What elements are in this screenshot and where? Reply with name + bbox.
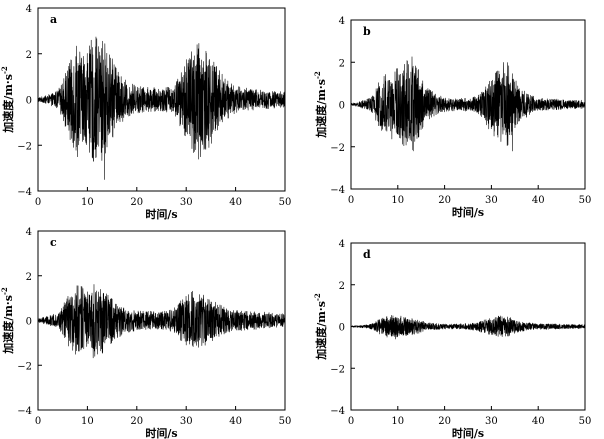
panel-label: d xyxy=(363,248,371,261)
y-tick-label: 0 xyxy=(339,101,345,112)
x-axis-label: 时间/s xyxy=(145,207,177,221)
x-tick-label: 0 xyxy=(35,416,41,427)
x-tick-label: 30 xyxy=(180,197,193,208)
y-tick-label: −4 xyxy=(330,406,345,417)
y-tick-label: −2 xyxy=(330,143,345,154)
series-line xyxy=(350,56,586,152)
x-tick-label: 10 xyxy=(391,195,404,206)
x-axis-label: 时间/s xyxy=(145,426,177,439)
y-tick-label: −2 xyxy=(17,141,32,152)
x-tick-label: 20 xyxy=(130,197,143,208)
series-line xyxy=(37,36,286,180)
y-tick-label: 4 xyxy=(26,227,32,238)
x-tick-label: 40 xyxy=(229,197,242,208)
y-tick-label: −2 xyxy=(17,361,32,372)
x-tick-label: 0 xyxy=(35,197,41,208)
x-tick-label: 0 xyxy=(348,195,354,206)
x-tick-label: 30 xyxy=(180,416,193,427)
panel-label: a xyxy=(50,13,57,26)
x-tick-label: 10 xyxy=(81,197,94,208)
x-tick-label: 20 xyxy=(438,195,451,206)
series-line xyxy=(37,284,286,359)
x-tick-label: 40 xyxy=(532,416,545,427)
y-tick-label: 2 xyxy=(26,272,32,283)
y-tick-label: −2 xyxy=(330,364,345,375)
x-tick-label: 10 xyxy=(81,416,94,427)
panel-label: b xyxy=(363,25,371,38)
x-tick-label: 40 xyxy=(229,416,242,427)
x-tick-label: 0 xyxy=(348,416,354,427)
series-line xyxy=(350,315,586,340)
y-tick-label: −4 xyxy=(330,185,345,196)
x-tick-label: 50 xyxy=(579,416,592,427)
y-tick-label: 2 xyxy=(26,50,32,61)
x-tick-label: 20 xyxy=(438,416,451,427)
y-tick-label: 4 xyxy=(339,16,345,27)
panel-label: c xyxy=(50,236,57,249)
panel-a: 0 10 20 30 40 50 −4 −2 0 2 4 a 时间/s 加速度/m·s-2 xyxy=(0,4,291,221)
x-axis-label: 时间/s xyxy=(452,426,484,439)
y-tick-label: 0 xyxy=(26,96,32,107)
x-tick-label: 50 xyxy=(579,195,592,206)
y-tick-label: 4 xyxy=(339,239,345,250)
y-tick-label: −4 xyxy=(17,187,32,198)
x-tick-label: 20 xyxy=(130,416,143,427)
x-tick-label: 40 xyxy=(532,195,545,206)
panel-b: 0 10 20 30 40 50 −4 −2 0 2 4 b 时间/s 加速度/m·s-2 xyxy=(313,16,591,219)
y-axis-label: 加速度/m·s-2 xyxy=(313,293,328,361)
y-tick-label: −4 xyxy=(17,406,32,417)
y-tick-label: 0 xyxy=(26,317,32,328)
y-tick-label: 2 xyxy=(339,281,345,292)
panel-c: 0 10 20 30 40 50 −4 −2 0 2 4 c 时间/s 加速度/m·s-2 xyxy=(0,227,291,439)
x-tick-label: 30 xyxy=(485,416,498,427)
x-tick-label: 50 xyxy=(279,197,292,208)
x-axis-label: 时间/s xyxy=(452,205,484,219)
x-tick-label: 50 xyxy=(279,416,292,427)
y-tick-label: 2 xyxy=(339,58,345,69)
y-tick-label: 4 xyxy=(26,4,32,15)
x-tick-label: 30 xyxy=(485,195,498,206)
y-tick-label: 0 xyxy=(339,323,345,334)
y-axis-label: 加速度/m·s-2 xyxy=(313,71,328,139)
panel-d: 0 10 20 30 40 50 −4 −2 0 2 4 d 时间/s 加速度/m·s-2 xyxy=(313,239,591,439)
y-axis-label: 加速度/m·s-2 xyxy=(0,66,15,134)
y-axis-label: 加速度/m·s-2 xyxy=(0,287,15,355)
x-tick-label: 10 xyxy=(391,416,404,427)
